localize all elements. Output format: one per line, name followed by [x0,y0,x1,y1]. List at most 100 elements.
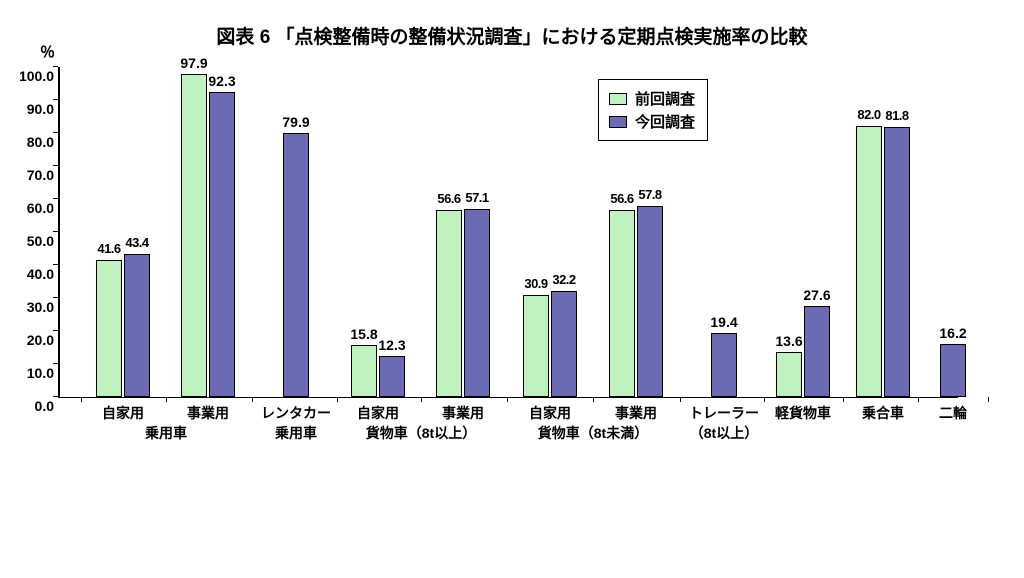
x-label-group: 貨物車（8t以上） [366,424,476,442]
bar-curr: 16.2 [940,344,966,397]
legend-label: 前回調査 [635,88,695,109]
bar-group: 56.657.1 [436,209,490,397]
y-tick-label: 0.0 [14,398,54,414]
y-axis-unit: ％ [40,41,55,62]
legend-row: 今回調査 [609,111,695,132]
y-tick-mark [53,264,58,265]
x-label-top: 自家用 [529,404,571,422]
bar-value-label: 92.3 [208,73,235,89]
bar-value-label: 19.4 [710,314,737,330]
x-label-top: 自家用 [357,404,399,422]
bar-group: 79.9 [283,133,309,397]
bar-value-label: 79.9 [282,114,309,130]
bar-curr: 57.1 [464,209,490,397]
bar-prev: 56.6 [436,210,462,397]
y-tick-label: 70.0 [14,167,54,183]
x-label-top: 自家用 [102,404,144,422]
bar-prev: 82.0 [856,126,882,397]
bar-value-label: 30.9 [524,276,547,291]
bar-curr: 57.8 [637,206,663,397]
legend-row: 前回調査 [609,88,695,109]
y-tick-mark [53,99,58,100]
bar-curr: 43.4 [124,254,150,397]
y-tick-mark [53,165,58,166]
bar-group: 82.081.8 [856,126,910,397]
bar-group: 97.992.3 [181,74,235,397]
bar-group: 30.932.2 [523,291,577,397]
y-tick-mark [53,363,58,364]
x-label-top: レンタカー [261,404,331,422]
bar-curr: 79.9 [283,133,309,397]
chart-container: ％ 前回調査今回調査 0.010.020.030.040.050.060.070… [58,67,978,458]
x-label-top: トレーラー [689,404,759,422]
y-tick-label: 50.0 [14,233,54,249]
bar-value-label: 13.6 [775,333,802,349]
x-axis-labels: 自家用事業用レンタカー乗用車自家用事業用自家用事業用トレーラー（8t以上）軽貨物… [58,398,978,458]
chart-title: 図表 6 「点検整備時の整備状況調査」における定期点検実施率の比較 [0,22,1024,49]
bar-group: 16.2 [940,344,966,397]
y-tick-mark [53,231,58,232]
legend-swatch [609,93,627,105]
legend: 前回調査今回調査 [598,79,708,141]
y-tick-label: 30.0 [14,299,54,315]
y-axis-line [58,67,60,397]
bar-prev: 97.9 [181,74,207,397]
bar-value-label: 12.3 [378,337,405,353]
y-tick-label: 10.0 [14,365,54,381]
x-label-top: 事業用 [187,404,229,422]
y-tick-label: 90.0 [14,101,54,117]
bar-curr: 32.2 [551,291,577,397]
bar-value-label: 57.8 [638,187,661,202]
x-label-top: 二輪 [939,404,967,422]
bar-prev: 41.6 [96,260,122,397]
x-label-bottom: 乗用車 [275,424,317,442]
bar-curr: 81.8 [884,127,910,397]
bar-value-label: 57.1 [465,190,488,205]
y-tick-mark [53,330,58,331]
bar-value-label: 16.2 [939,325,966,341]
legend-swatch [609,116,627,128]
bar-prev: 15.8 [351,345,377,397]
bar-value-label: 27.6 [803,287,830,303]
bar-curr: 19.4 [711,333,737,397]
y-tick-mark [53,396,58,397]
bar-curr: 92.3 [209,92,235,397]
legend-label: 今回調査 [635,111,695,132]
bar-prev: 30.9 [523,295,549,397]
bar-value-label: 81.8 [885,108,908,123]
x-label-top: 事業用 [442,404,484,422]
bar-group: 19.4 [711,333,737,397]
y-tick-mark [53,198,58,199]
x-tick-mark [988,397,989,402]
x-label-top: 乗合車 [862,404,904,422]
bar-value-label: 43.4 [125,235,148,250]
y-tick-mark [53,297,58,298]
y-tick-label: 40.0 [14,266,54,282]
bar-prev: 56.6 [609,210,635,397]
bar-value-label: 15.8 [350,326,377,342]
x-label-top: 軽貨物車 [775,404,831,422]
y-tick-mark [53,66,58,67]
plot-area: 前回調査今回調査 0.010.020.030.040.050.060.070.0… [58,67,958,398]
bar-curr: 12.3 [379,356,405,397]
y-tick-label: 80.0 [14,134,54,150]
bar-prev: 13.6 [776,352,802,397]
bar-value-label: 56.6 [437,191,460,206]
y-tick-label: 60.0 [14,200,54,216]
x-label-top: 事業用 [615,404,657,422]
bar-group: 15.812.3 [351,345,405,397]
y-tick-label: 100.0 [14,68,54,84]
bar-value-label: 82.0 [857,107,880,122]
x-label-group: 貨物車（8t未満） [538,424,648,442]
bar-curr: 27.6 [804,306,830,397]
x-label-group: 乗用車 [145,424,187,442]
bar-value-label: 32.2 [552,272,575,287]
y-tick-mark [53,132,58,133]
bar-value-label: 41.6 [97,241,120,256]
bar-group: 41.643.4 [96,254,150,397]
bar-group: 56.657.8 [609,206,663,397]
x-label-bottom: （8t以上） [690,424,758,442]
y-tick-label: 20.0 [14,332,54,348]
bar-value-label: 56.6 [610,191,633,206]
bar-group: 13.627.6 [776,306,830,397]
